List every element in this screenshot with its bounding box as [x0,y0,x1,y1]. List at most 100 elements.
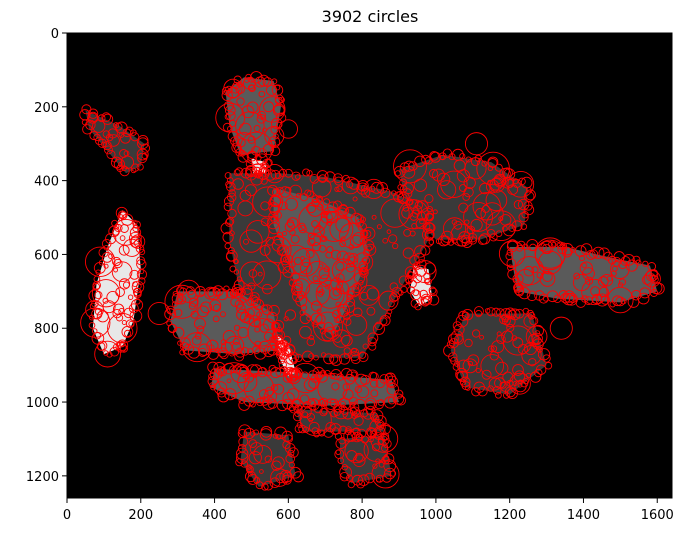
y-tick-label: 400 [34,175,59,190]
detected-circle [96,310,109,323]
detected-circle [498,240,526,267]
detected-circle [89,131,99,141]
detected-circle [386,308,393,315]
detected-circle [246,101,259,114]
detected-circle [136,269,148,280]
detected-circle [375,378,385,389]
detected-circle [310,312,323,325]
image-region [85,110,145,174]
detected-circle [534,237,566,269]
detected-circle [306,190,314,198]
detected-circle [134,298,141,305]
detected-circle [239,261,265,287]
detected-circle [484,308,491,314]
detected-circle [306,170,313,177]
detected-circle [461,237,473,248]
detected-circle [164,308,177,321]
detected-circle [338,353,351,365]
detected-circle [94,340,121,368]
detected-circle [537,348,551,361]
detected-circle [362,343,369,350]
detected-circle [379,317,388,326]
detected-circle [119,149,129,158]
detected-circle [639,287,651,299]
detected-circle [119,344,128,353]
detected-circle [129,269,140,280]
detected-circle [371,443,381,452]
detected-circle [344,206,356,219]
detected-circle [245,164,258,178]
detected-circle [590,286,601,297]
detected-circle [352,454,366,468]
detected-circle [262,396,276,410]
detected-circle [264,163,285,184]
detected-circle [282,335,292,345]
detected-circle [356,385,370,399]
detected-circle [536,346,543,353]
detected-circle [527,312,536,320]
detected-circle [274,96,283,105]
detected-circle [92,119,106,133]
detected-circle [353,284,360,290]
detected-circle [501,316,511,326]
detected-circle [347,285,360,298]
detected-circle [600,273,614,287]
detected-circle [370,181,383,194]
detected-circle [103,350,109,356]
detected-circle [306,337,316,347]
detected-circle [528,358,537,367]
detected-circle [258,389,269,399]
detected-circle [414,252,425,264]
detected-circle [344,373,356,385]
detected-circle [289,403,300,414]
detected-circle [227,208,237,219]
detected-circle [308,353,315,360]
detected-circle [412,289,420,297]
detected-circle [480,202,504,226]
detected-circle [177,296,184,303]
detected-circle [147,301,171,326]
detected-circle [322,198,331,206]
detected-circle [581,295,589,303]
detected-circle [88,322,96,329]
detected-circle [364,472,375,484]
detected-circle [208,372,216,381]
detected-circle [279,470,293,483]
detected-circle [288,461,295,469]
detected-circle [111,256,122,267]
detected-circle [350,347,357,354]
detected-circle [300,304,308,311]
detected-circle [122,128,132,138]
detected-circle [376,421,385,430]
detected-circle [130,234,146,249]
detected-circle [278,349,290,360]
detected-circle [230,136,240,146]
detected-circle [112,218,140,246]
detected-circle [459,153,466,160]
detected-circle [489,351,500,361]
detected-circle [87,112,99,124]
detected-circle [384,372,396,384]
detected-circle [528,333,540,346]
detected-circle [453,220,463,230]
detected-circle [511,220,523,232]
detected-circle [500,308,513,321]
detected-circle [256,114,267,124]
detected-circle [412,273,423,284]
detected-circle [358,285,380,306]
detected-circle [496,331,502,337]
detected-circle [341,176,360,195]
detected-circle [415,218,427,230]
detected-circle [353,307,363,318]
detected-circle [248,269,258,278]
detected-circle [180,342,190,352]
detected-circle [111,261,133,282]
detected-circle [360,374,371,385]
detected-circle [523,265,535,277]
detected-circle [284,168,293,178]
detected-circle [226,192,237,203]
detected-circle [385,375,399,389]
detected-circle [261,483,269,491]
detected-circle [299,405,312,419]
detected-circle [299,261,313,275]
